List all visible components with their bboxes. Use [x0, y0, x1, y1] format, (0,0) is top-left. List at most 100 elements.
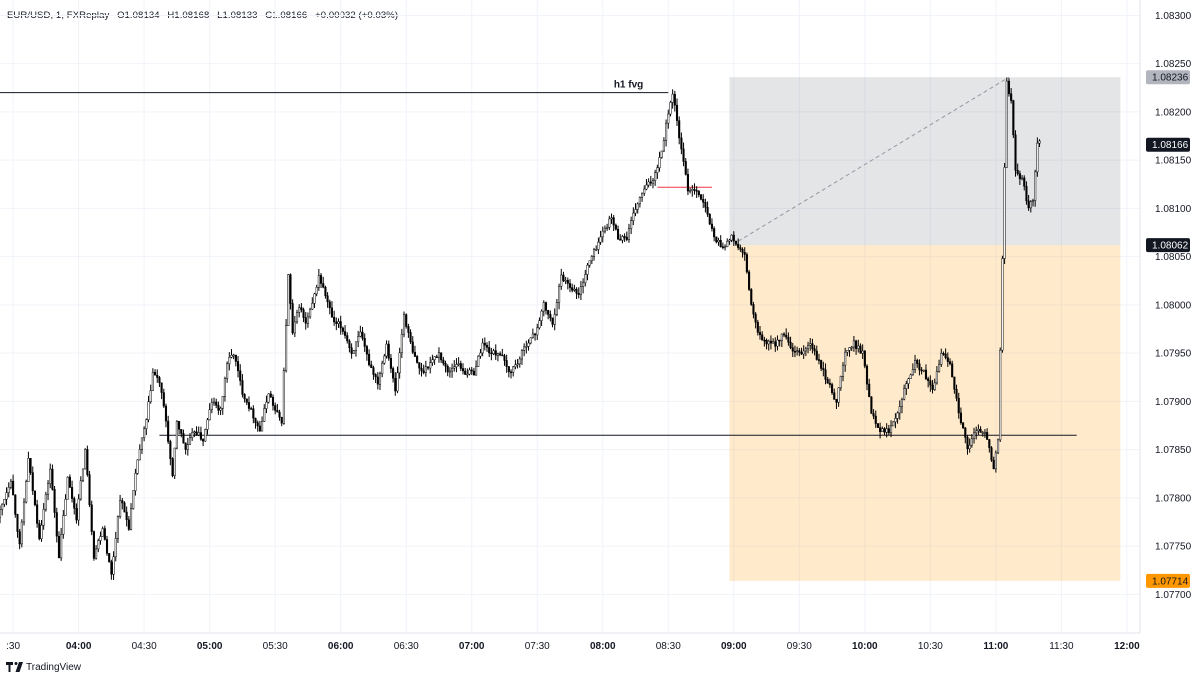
time-axis[interactable]: :30 04:00 04:30 05:00 05:30 06:00 06:30 07:00 07…: [6, 641, 1140, 652]
candle-body: [18, 531, 21, 545]
candle-body: [809, 343, 812, 346]
candle-body: [579, 286, 582, 295]
candle-body: [3, 499, 6, 505]
candle-body: [708, 213, 711, 225]
candle-body: [206, 419, 209, 430]
candle-body: [175, 421, 178, 449]
candle-body: [865, 365, 869, 385]
candle-body: [614, 224, 617, 230]
position-zones[interactable]: [729, 77, 1121, 581]
candle-body: [691, 188, 694, 191]
time-tick-label: 07:30: [525, 641, 550, 652]
candle-body: [903, 388, 906, 400]
candle-body: [785, 334, 788, 338]
candle-body: [341, 327, 344, 332]
candle-body: [665, 122, 668, 141]
candle-body: [315, 287, 318, 295]
candle-body: [116, 516, 119, 539]
candle-body: [846, 350, 849, 353]
candle-body: [348, 340, 351, 348]
candle-body: [392, 368, 395, 379]
candle-body: [582, 282, 585, 288]
candle-body: [101, 528, 104, 537]
candle-body: [350, 347, 353, 354]
candle-body: [872, 413, 875, 417]
candle-body: [20, 521, 23, 545]
stop-loss-zone[interactable]: [729, 77, 1121, 246]
position-dashed-connector[interactable]: [737, 76, 1010, 242]
candle-body: [387, 343, 390, 359]
candle-body: [420, 367, 423, 372]
candle-body: [1016, 169, 1019, 174]
candle-body: [134, 473, 137, 492]
candle-body: [772, 341, 775, 344]
candle-body: [754, 313, 757, 323]
candle-body: [326, 295, 329, 303]
candle-body: [503, 355, 506, 361]
candle-body: [62, 515, 65, 535]
candle-body: [852, 340, 855, 348]
price-tick-label: 1.07850: [1155, 445, 1192, 456]
candle-body: [413, 352, 416, 357]
candle-body: [271, 396, 275, 406]
candle-body: [490, 352, 493, 355]
candle-body: [302, 309, 305, 318]
candle-body: [584, 274, 587, 284]
time-tick-label: 11:30: [1049, 641, 1074, 652]
candle-body: [36, 504, 39, 524]
candle-body: [435, 356, 438, 358]
candle-body: [918, 363, 921, 371]
candle-body: [625, 236, 628, 240]
price-tick-label: 1.07750: [1155, 542, 1192, 553]
price-tick-label: 1.07700: [1155, 590, 1192, 601]
candle-body: [767, 340, 770, 345]
candle-body: [863, 350, 866, 367]
candle-body: [920, 369, 923, 372]
price-axis[interactable]: 1.08300 1.08250 1.08200 1.08150 1.08100 1.080…: [1155, 11, 1192, 601]
candle-body: [924, 369, 928, 379]
candle-body: [831, 384, 834, 393]
candle-body: [138, 449, 141, 461]
candle-body: [568, 283, 572, 288]
candle-body: [276, 410, 279, 413]
candle-body: [29, 458, 32, 473]
candle-body: [798, 350, 801, 353]
candle-body: [77, 498, 80, 521]
candle-body: [219, 408, 222, 411]
candle-body: [197, 432, 200, 436]
candle-body: [955, 388, 958, 399]
candle-body: [549, 314, 552, 319]
candle-body: [188, 437, 192, 445]
time-tick-label: 08:30: [656, 641, 681, 652]
candle-body: [446, 365, 449, 373]
candle-body: [81, 468, 85, 482]
candle-body: [507, 366, 510, 373]
candle-body: [501, 354, 504, 357]
drawn-lines[interactable]: h1 fvg: [0, 76, 1077, 436]
take-profit-zone[interactable]: [729, 245, 1121, 581]
candle-body: [774, 341, 777, 347]
candle-body: [855, 340, 858, 349]
candle-body: [641, 192, 644, 198]
candle-body: [73, 498, 76, 509]
candle-body: [887, 428, 890, 434]
candle-body: [765, 339, 768, 345]
candle-body: [763, 339, 766, 342]
candle-body: [907, 378, 910, 384]
candle-body: [105, 539, 109, 554]
price-tick-label: 1.08200: [1155, 107, 1192, 118]
candle-body: [651, 180, 655, 184]
candle-body: [5, 492, 8, 500]
tradingview-branding[interactable]: TradingView: [6, 660, 81, 674]
candle-body: [199, 432, 202, 440]
candle-body: [942, 353, 945, 355]
candle-body: [531, 333, 534, 339]
h1-fvg-label: h1 fvg: [614, 80, 643, 91]
candle-body: [1014, 134, 1017, 171]
candle-body: [927, 378, 930, 381]
candle-body: [977, 428, 980, 432]
candle-body: [592, 249, 596, 257]
candle-body: [948, 361, 952, 364]
candle-body: [182, 433, 185, 444]
